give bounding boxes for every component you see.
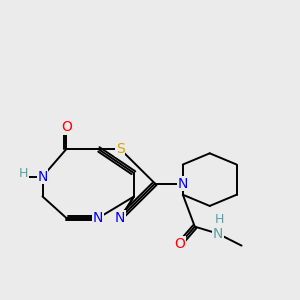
- Text: S: S: [116, 142, 124, 156]
- Text: N: N: [212, 226, 223, 241]
- Text: H: H: [19, 167, 28, 180]
- Text: H: H: [215, 213, 224, 226]
- Text: N: N: [93, 211, 104, 225]
- Text: N: N: [37, 169, 48, 184]
- Text: O: O: [61, 120, 72, 134]
- Text: N: N: [115, 211, 125, 225]
- Text: O: O: [174, 237, 185, 251]
- Text: N: N: [178, 176, 188, 190]
